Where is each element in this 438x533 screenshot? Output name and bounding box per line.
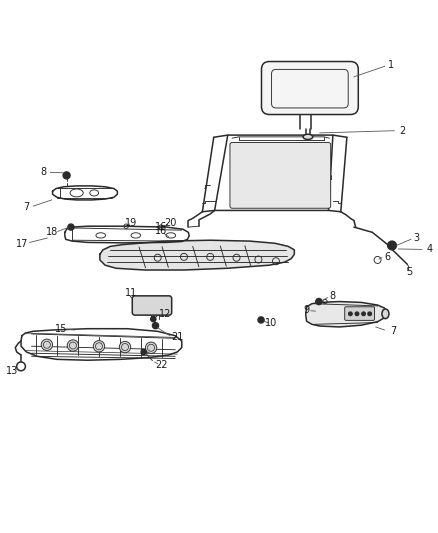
- Circle shape: [63, 172, 70, 179]
- Polygon shape: [100, 240, 294, 270]
- Text: 8: 8: [41, 167, 47, 177]
- FancyBboxPatch shape: [345, 307, 374, 320]
- Text: 7: 7: [390, 326, 396, 336]
- Circle shape: [119, 341, 131, 353]
- Text: 9: 9: [304, 305, 310, 316]
- Circle shape: [68, 224, 74, 230]
- Polygon shape: [306, 302, 386, 327]
- Text: 10: 10: [265, 318, 278, 328]
- Text: 16: 16: [155, 222, 167, 232]
- Ellipse shape: [382, 309, 389, 319]
- Text: 21: 21: [171, 333, 184, 343]
- Circle shape: [93, 341, 105, 352]
- Text: 3: 3: [413, 233, 419, 243]
- Circle shape: [145, 342, 157, 353]
- Text: 19: 19: [125, 217, 138, 228]
- Circle shape: [362, 312, 365, 316]
- Text: 20: 20: [164, 217, 176, 228]
- Circle shape: [258, 317, 264, 323]
- Text: 12: 12: [159, 309, 172, 319]
- Circle shape: [41, 339, 53, 351]
- Circle shape: [152, 322, 159, 329]
- Text: 2: 2: [399, 126, 405, 136]
- Text: 5: 5: [406, 266, 413, 277]
- Text: 22: 22: [155, 360, 167, 370]
- Text: 13: 13: [6, 366, 18, 376]
- Circle shape: [67, 340, 79, 351]
- Text: 7: 7: [23, 202, 29, 212]
- Text: 11: 11: [125, 288, 138, 298]
- Circle shape: [349, 312, 352, 316]
- Text: 4: 4: [426, 244, 432, 254]
- Text: 16: 16: [155, 227, 167, 237]
- Text: 15: 15: [55, 324, 67, 334]
- Circle shape: [355, 312, 359, 316]
- FancyBboxPatch shape: [132, 296, 172, 315]
- FancyBboxPatch shape: [230, 142, 331, 208]
- Text: 17: 17: [16, 239, 28, 249]
- FancyBboxPatch shape: [261, 61, 358, 115]
- Text: 6: 6: [385, 252, 391, 262]
- Text: 1: 1: [388, 60, 394, 70]
- Ellipse shape: [303, 134, 313, 140]
- Circle shape: [368, 312, 371, 316]
- Circle shape: [141, 349, 146, 354]
- Text: 18: 18: [46, 228, 58, 237]
- Circle shape: [151, 317, 156, 322]
- Circle shape: [388, 241, 396, 250]
- Text: 8: 8: [329, 291, 335, 301]
- Circle shape: [316, 298, 322, 304]
